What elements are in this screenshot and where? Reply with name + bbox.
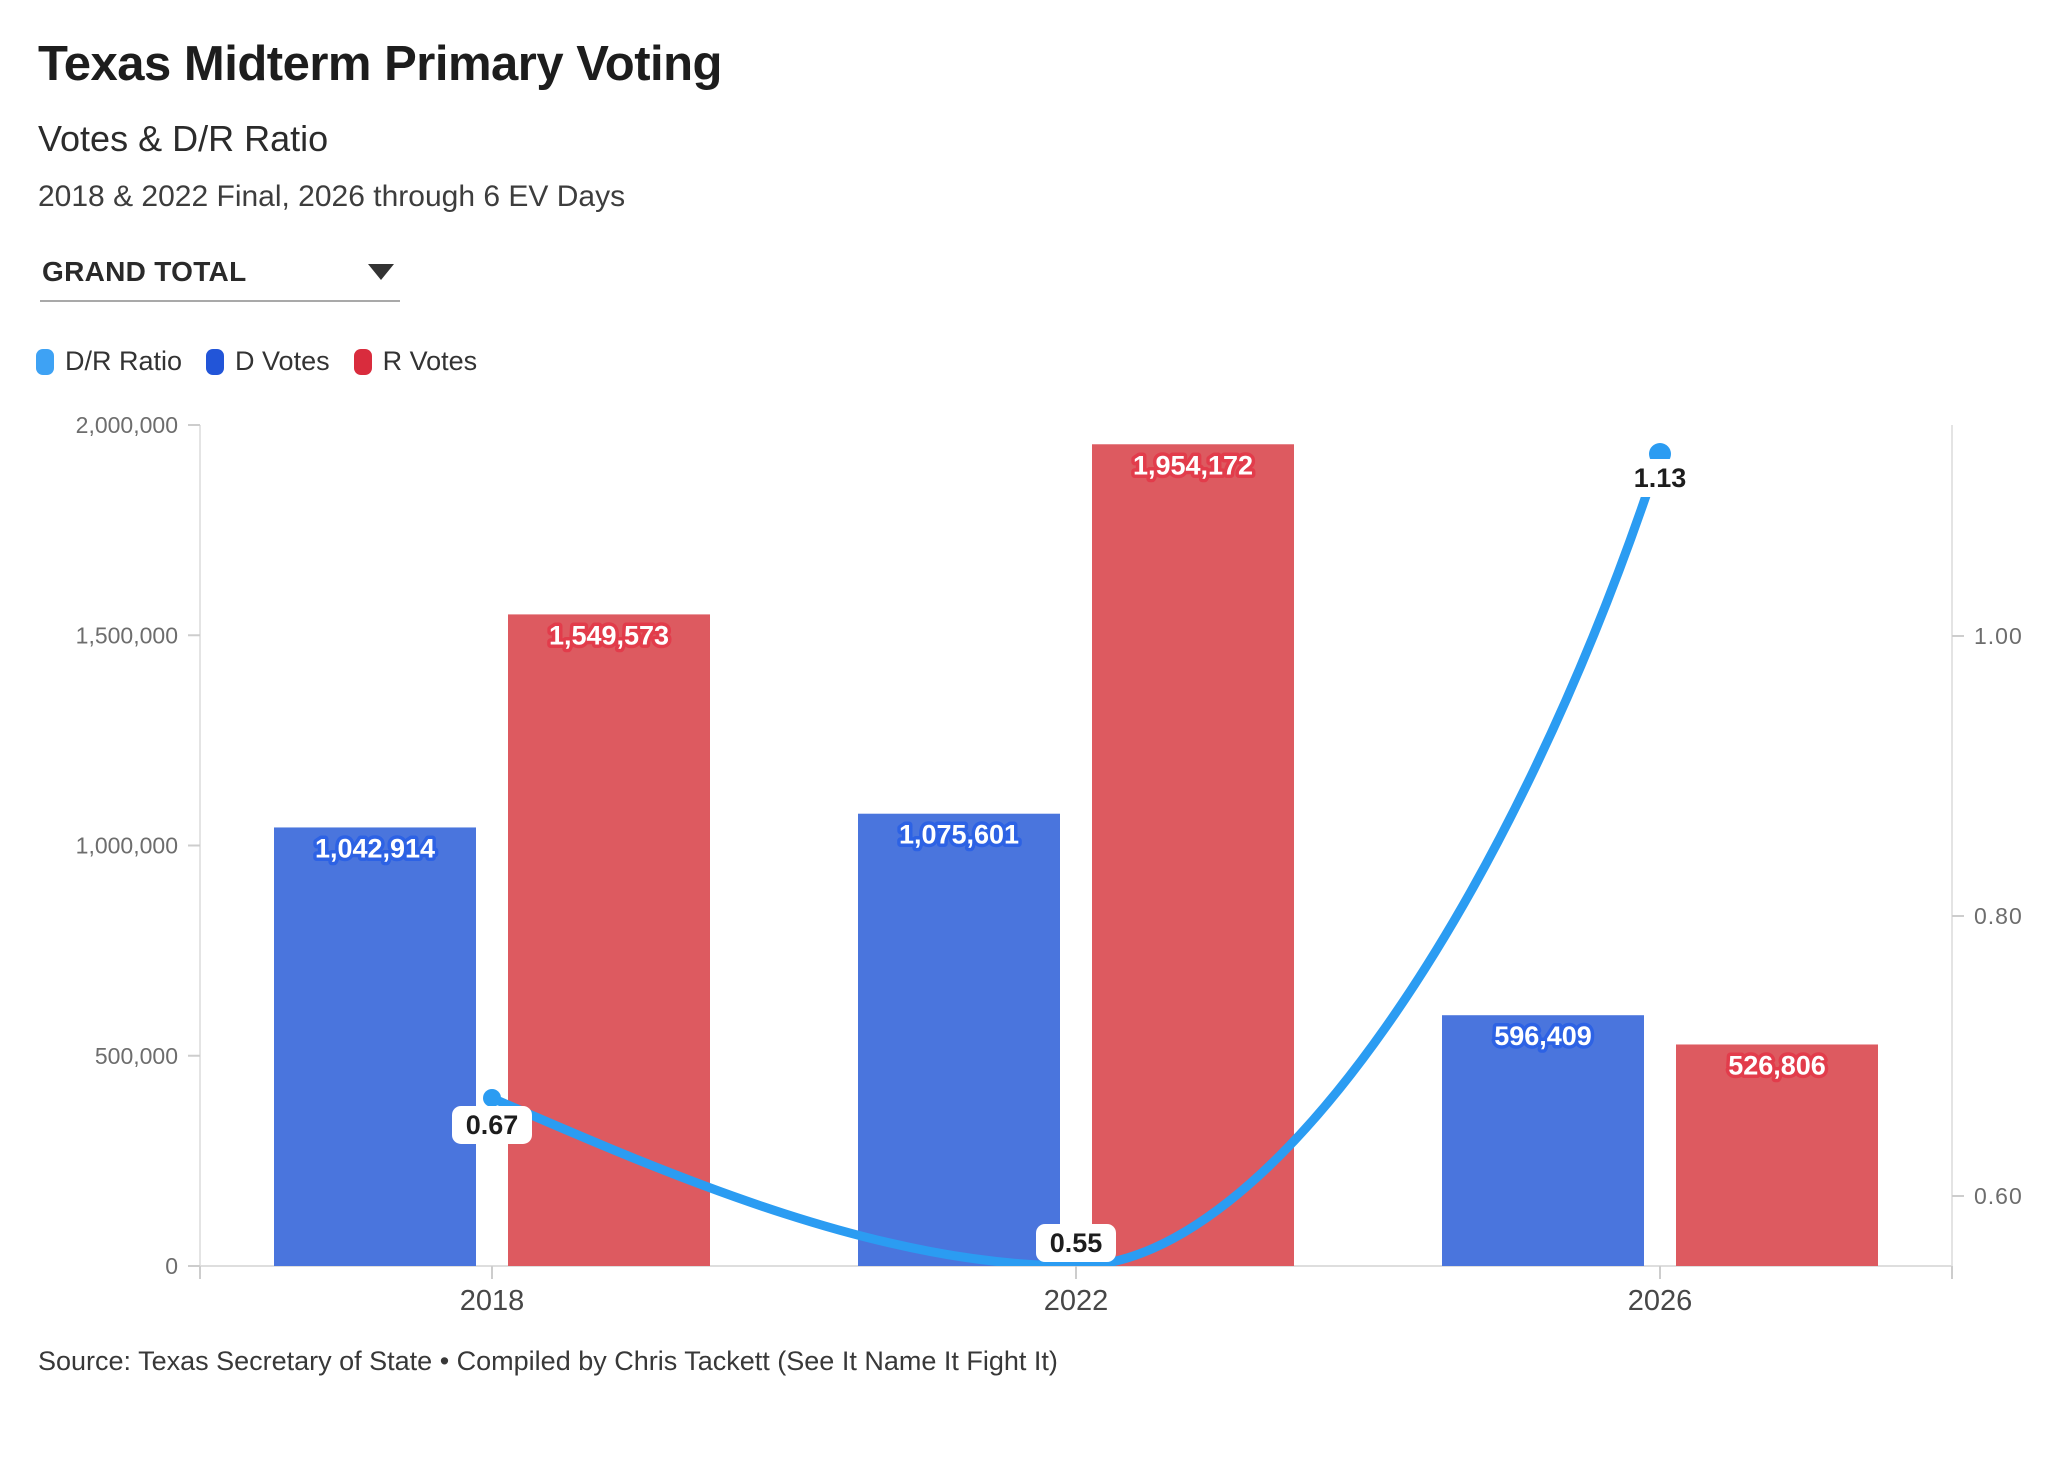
bar-value-label: 1,549,573 — [549, 620, 669, 650]
ratio-label-pill — [452, 1105, 532, 1144]
left-axis-tick-label: 0 — [165, 1253, 178, 1279]
legend-label: D/R Ratio — [65, 346, 183, 376]
left-axis-tick-label: 1,500,000 — [76, 622, 178, 648]
bar-d-votes-2026[interactable] — [1442, 1015, 1644, 1266]
ratio-point-label: 0.55 — [1050, 1228, 1103, 1258]
r-votes-swatch-icon — [353, 348, 372, 375]
legend-item-d-votes: D Votes — [206, 346, 330, 377]
bar-d-votes-2018[interactable] — [274, 827, 476, 1266]
bar-r-votes-2026[interactable] — [1676, 1044, 1878, 1266]
left-axis-tick-label: 2,000,000 — [76, 412, 178, 438]
x-axis-tick-label: 2022 — [1044, 1285, 1109, 1317]
bar-value-label: 526,806 — [1728, 1050, 1826, 1080]
scope-dropdown-value: GRAND TOTAL — [42, 256, 247, 287]
left-axis-tick-label: 500,000 — [95, 1043, 178, 1069]
left-axis-tick-label: 1,000,000 — [76, 833, 178, 859]
ratio-label-pill — [1620, 458, 1700, 497]
legend-item-r-votes: R Votes — [353, 346, 478, 377]
scope-dropdown[interactable]: GRAND TOTAL — [40, 256, 400, 302]
right-axis-tick-label: 1.00 — [1974, 623, 2023, 649]
right-axis-tick-label: 0.80 — [1974, 903, 2023, 929]
bar-value-label: 1,042,914 — [315, 833, 435, 863]
bar-r-votes-2018[interactable] — [508, 614, 710, 1266]
chart-legend: D/R Ratio D Votes R Votes — [36, 346, 477, 377]
ratio-label-pill — [1036, 1224, 1116, 1262]
dr-ratio-point-2018[interactable] — [483, 1088, 501, 1107]
chart-period-note: 2018 & 2022 Final, 2026 through 6 EV Day… — [38, 180, 626, 213]
legend-label: D Votes — [235, 346, 330, 376]
x-axis-tick-label: 2026 — [1628, 1285, 1693, 1317]
bar-d-votes-2022[interactable] — [858, 813, 1060, 1266]
source-note: Source: Texas Secretary of State • Compi… — [38, 1346, 1058, 1376]
dr-ratio-swatch-icon — [36, 348, 54, 375]
right-axis-tick-label: 0.60 — [1974, 1183, 2023, 1209]
bar-r-votes-2022[interactable] — [1092, 444, 1294, 1267]
page-title: Texas Midterm Primary Voting — [38, 37, 723, 91]
bar-value-label: 596,409 — [1494, 1021, 1592, 1051]
chart-subtitle: Votes & D/R Ratio — [38, 118, 329, 159]
bar-value-label: 1,954,172 — [1133, 450, 1253, 480]
triangle-down-icon — [368, 264, 394, 280]
legend-label: R Votes — [382, 346, 478, 376]
legend-item-dr-ratio: D/R Ratio — [36, 346, 182, 377]
bar-value-label: 1,075,601 — [899, 820, 1019, 850]
x-axis-tick-label: 2018 — [460, 1285, 525, 1317]
dr-ratio-line[interactable] — [487, 449, 1665, 1266]
d-votes-swatch-icon — [206, 348, 225, 375]
ratio-point-label: 1.13 — [1634, 463, 1687, 493]
ratio-point-label: 0.67 — [466, 1110, 519, 1140]
